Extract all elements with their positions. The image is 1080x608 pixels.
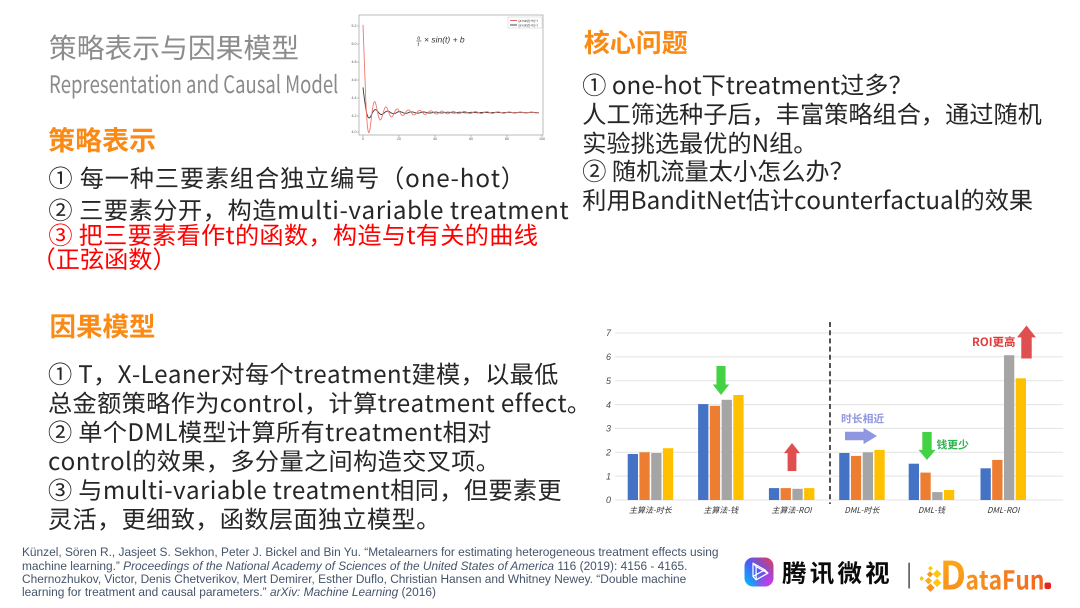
svg-text:a: a [417, 36, 420, 42]
svg-text:40: 40 [433, 137, 437, 140]
svg-text:主算法-ROI: 主算法-ROI [772, 505, 814, 516]
svg-text:4.0: 4.0 [352, 130, 357, 134]
svg-text:ataFun: ataFun [966, 561, 1045, 596]
svg-text:1: 1 [606, 471, 611, 481]
svg-text:5.0: 5.0 [352, 42, 357, 46]
svg-text:0: 0 [362, 137, 364, 140]
svg-text:6: 6 [606, 352, 611, 362]
svg-text:5.2: 5.2 [352, 24, 357, 28]
svg-text:3: 3 [606, 424, 611, 434]
svg-text:× sin(t) + b: × sin(t) + b [424, 35, 465, 45]
svg-text:(a×sin(t)+b)÷t: (a×sin(t)+b)÷t [519, 19, 538, 23]
svg-text:20: 20 [397, 137, 401, 140]
svg-text:4.8: 4.8 [352, 60, 357, 64]
svg-text:DML-时长: DML-时长 [844, 505, 880, 516]
svg-text:钱更少: 钱更少 [937, 437, 970, 453]
svg-text:(a×sin(t)+b)÷t: (a×sin(t)+b)÷t [519, 23, 538, 27]
svg-text:4.4: 4.4 [352, 96, 357, 100]
svg-text:4.2: 4.2 [352, 114, 357, 118]
svg-text:0: 0 [606, 495, 611, 505]
svg-text:DML-钱: DML-钱 [918, 505, 946, 516]
svg-text:5: 5 [606, 376, 612, 386]
svg-text:60: 60 [469, 137, 473, 140]
svg-text:80: 80 [505, 137, 509, 140]
svg-text:主算法-钱: 主算法-钱 [703, 505, 739, 516]
svg-text:主算法-时长: 主算法-时长 [629, 505, 673, 516]
svg-text:7: 7 [606, 328, 612, 338]
svg-text:D: D [940, 555, 966, 595]
svg-text:100: 100 [539, 137, 545, 140]
svg-text:DML-ROI: DML-ROI [987, 505, 1021, 516]
svg-text:ROI更高: ROI更高 [972, 334, 1016, 350]
svg-text:2: 2 [605, 448, 611, 458]
svg-text:4: 4 [606, 400, 611, 410]
svg-text:4.6: 4.6 [352, 78, 357, 82]
svg-text:时长相近: 时长相近 [841, 411, 884, 427]
svg-text:t: t [418, 42, 420, 48]
